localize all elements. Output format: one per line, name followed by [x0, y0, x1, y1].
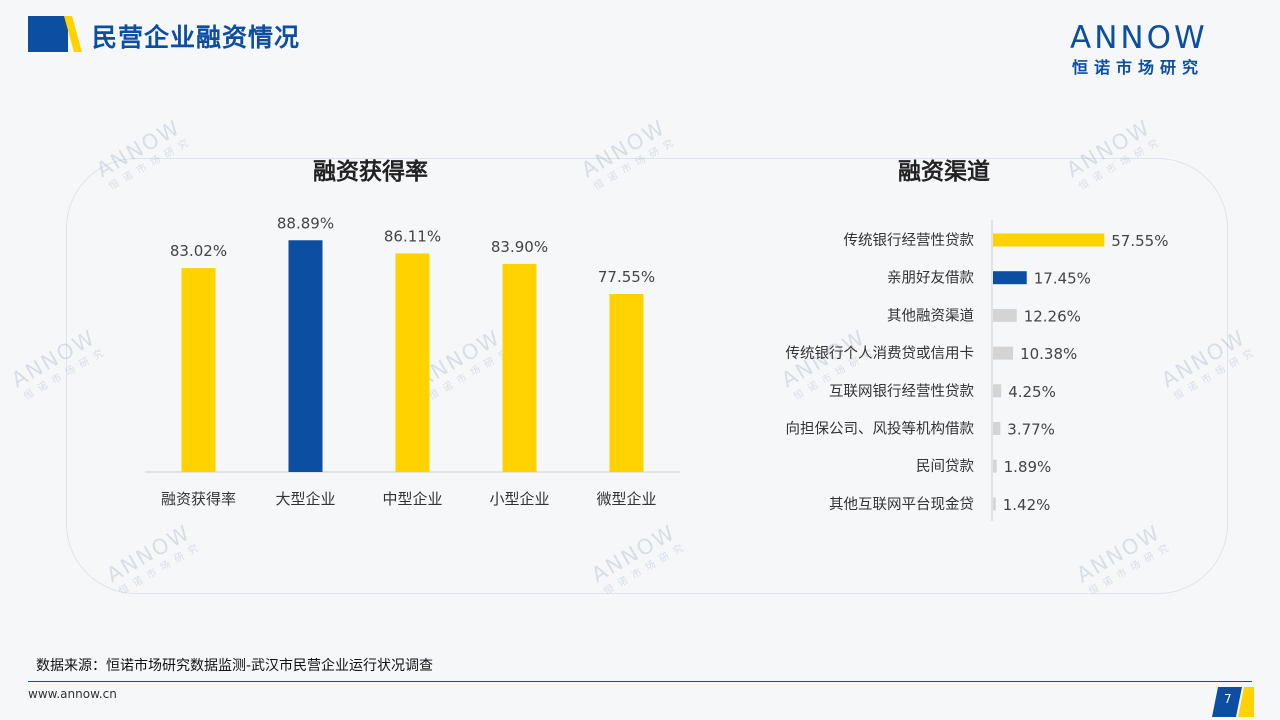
y-tick-label: 民间贷款 [916, 458, 974, 475]
title-mark-icon [28, 16, 82, 52]
x-tick-label: 微型企业 [596, 490, 656, 508]
page-number: 7 [1224, 692, 1232, 706]
website-link[interactable]: www.annow.cn [28, 687, 117, 701]
brand-wordmark: ANNOW [1070, 20, 1208, 56]
bar [993, 384, 1002, 398]
page-title: 民营企业融资情况 [92, 23, 301, 52]
content-panel [66, 158, 1228, 594]
data-label: 1.89% [1004, 458, 1052, 476]
data-source-note: 数据来源：恒诺市场研究数据监测-武汉市民营企业运行状况调查 [36, 658, 434, 674]
y-tick-label: 其他融资渠道 [887, 307, 974, 324]
bar [288, 240, 323, 472]
x-tick-label: 小型企业 [489, 490, 549, 508]
bar [993, 271, 1027, 285]
data-label: 83.90% [491, 238, 548, 256]
bar [993, 459, 997, 473]
bar [993, 346, 1014, 360]
brand-logo: ANNOW 恒诺市场研究 [1070, 20, 1240, 77]
data-label: 1.42% [1003, 496, 1051, 514]
bar [993, 233, 1105, 247]
x-tick-label: 中型企业 [382, 490, 442, 508]
y-tick-label: 其他互联网平台现金贷 [829, 496, 974, 513]
financing-rate-bar-chart: 83.02% 融资获得率 88.89% 大型企业 86.11% 中型企业 83.90% 小型企… [145, 214, 680, 508]
y-tick-label: 传统银行经营性贷款 [844, 232, 975, 249]
data-label: 4.25% [1008, 383, 1056, 401]
bar [993, 422, 1001, 435]
data-label: 88.89% [277, 214, 334, 232]
data-label: 86.11% [384, 227, 441, 245]
bar [181, 268, 216, 472]
right-chart-title: 融资渠道 [898, 159, 990, 185]
y-tick-label: 互联网银行经营性贷款 [829, 383, 974, 400]
y-tick-label: 向担保公司、风投等机构借款 [786, 420, 975, 438]
data-label: 57.55% [1111, 232, 1168, 250]
bar [502, 263, 537, 472]
brand-subtitle: 恒诺市场研究 [1072, 58, 1205, 77]
data-label: 77.55% [598, 268, 655, 286]
data-label: 17.45% [1034, 270, 1091, 288]
bar [609, 294, 644, 472]
y-tick-label: 亲朋好友借款 [887, 270, 974, 287]
x-tick-label: 大型企业 [275, 490, 335, 508]
bar [395, 253, 430, 472]
data-label: 3.77% [1007, 421, 1055, 439]
financing-channel-bar-chart: 传统银行经营性贷款 57.55% 亲朋好友借款 17.45% 其他融资渠道 12.26% 传… [786, 220, 1168, 521]
data-label: 12.26% [1024, 307, 1081, 325]
data-label: 83.02% [170, 242, 227, 260]
x-tick-label: 融资获得率 [161, 490, 236, 508]
left-chart-title: 融资获得率 [313, 159, 428, 185]
footer-divider [28, 681, 1252, 682]
page-number-badge [1212, 687, 1254, 717]
bar [993, 497, 996, 511]
y-tick-label: 传统银行个人消费贷或信用卡 [786, 345, 975, 362]
bar [993, 308, 1017, 322]
data-label: 10.38% [1020, 345, 1077, 363]
